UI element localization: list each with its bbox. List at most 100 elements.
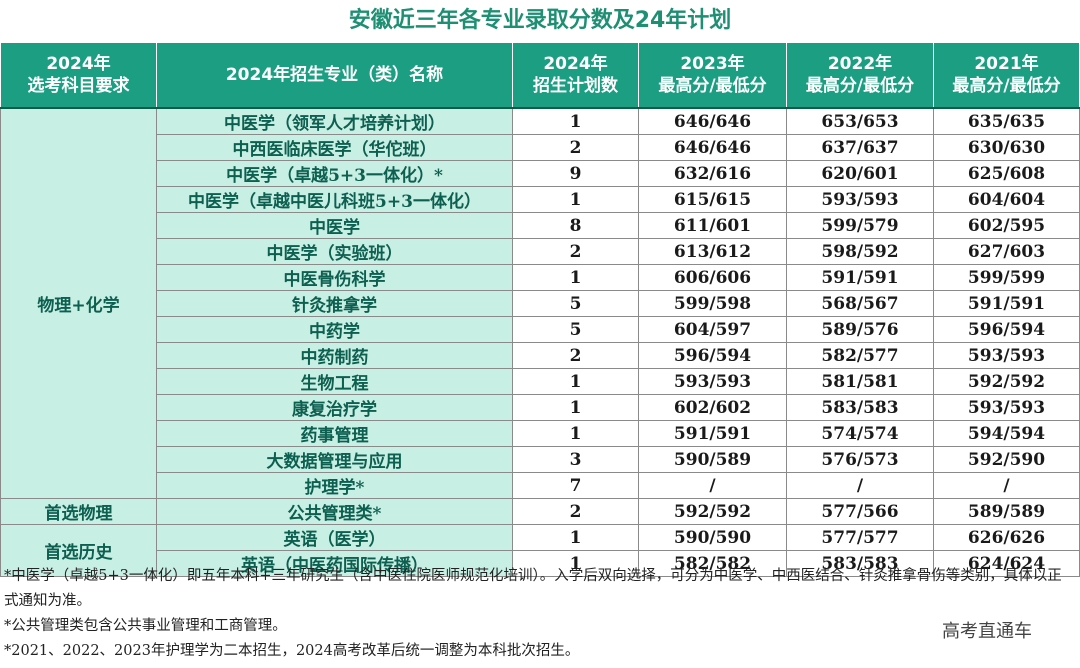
- score-2022-cell: 582/577: [786, 342, 934, 369]
- score-2021-cell: 627/603: [933, 238, 1080, 265]
- plan-count-cell: 1: [512, 107, 639, 135]
- major-cell: 英语（医学）: [156, 524, 513, 551]
- footnote: *公共管理类包含公共事业管理和工商管理。: [4, 618, 287, 634]
- major-cell: 中药制药: [156, 342, 513, 369]
- score-2023-cell: 632/616: [638, 160, 787, 187]
- plan-count-cell: 5: [512, 290, 639, 317]
- plan-count-cell: 2: [512, 498, 639, 525]
- subject-requirement-cell: 物理+化学: [0, 107, 157, 499]
- table-row: 针灸推拿学 5 599/598 568/567 591/591: [1, 290, 1080, 317]
- plan-count-cell: 1: [512, 264, 639, 291]
- score-2022-cell: 574/574: [786, 420, 934, 447]
- major-cell: 针灸推拿学: [156, 290, 513, 317]
- plan-count-cell: 2: [512, 238, 639, 265]
- plan-count-cell: 5: [512, 316, 639, 343]
- score-2021-cell: 635/635: [933, 107, 1080, 135]
- score-2021-cell: 592/590: [933, 446, 1080, 473]
- subject-requirement-cell: 首选历史: [0, 524, 157, 577]
- major-cell: 中药学: [156, 316, 513, 343]
- footnotes: *中医学（卓越5+3一体化）即五年本科+三年研究生（含中医住院医师规范化培训）。…: [4, 564, 1076, 664]
- score-2023-cell: 602/602: [638, 394, 787, 421]
- score-2023-cell: 590/589: [638, 446, 787, 473]
- table-header-row: 2024年 选考科目要求 2024年招生专业（类）名称 2024年 招生计划数 20…: [0, 42, 1080, 109]
- table-row: 中医学（卓越中医儿科班5+3一体化） 1 615/615 593/593 604/604: [1, 186, 1080, 213]
- score-2022-cell: /: [786, 472, 934, 499]
- score-2023-cell: 604/597: [638, 316, 787, 343]
- score-2023-cell: /: [638, 472, 787, 499]
- score-2021-cell: 624/624: [933, 550, 1080, 577]
- header-plan: 2024年 招生计划数: [512, 42, 639, 109]
- plan-count-cell: 7: [512, 472, 639, 499]
- table-row: 中药学 5 604/597 589/576 596/594: [1, 316, 1080, 343]
- score-2022-cell: 653/653: [786, 107, 934, 135]
- plan-count-cell: 1: [512, 368, 639, 395]
- plan-count-cell: 1: [512, 420, 639, 447]
- score-2022-cell: 577/577: [786, 524, 934, 551]
- header-major: 2024年招生专业（类）名称: [156, 42, 513, 109]
- page-title: 安徽近三年各专业录取分数及24年计划: [348, 8, 732, 33]
- major-cell: 中医学: [156, 212, 513, 239]
- plan-count-cell: 1: [512, 550, 639, 577]
- table-row: 首选物理 公共管理类* 2 592/592 577/566 589/589: [0, 498, 1080, 525]
- plan-count-cell: 1: [512, 394, 639, 421]
- score-2023-cell: 646/646: [638, 107, 787, 135]
- score-2022-cell: 568/567: [786, 290, 934, 317]
- score-2021-cell: 592/592: [933, 368, 1080, 395]
- footnote: *中医学（卓越5+3一体化）即五年本科+三年研究生（含中医住院医师规范化培训）。…: [4, 568, 1062, 609]
- score-2021-cell: 626/626: [933, 524, 1080, 551]
- score-2022-cell: 599/579: [786, 212, 934, 239]
- score-2023-cell: 591/591: [638, 420, 787, 447]
- score-2022-cell: 577/566: [786, 498, 934, 525]
- score-2023-cell: 615/615: [638, 186, 787, 213]
- major-cell: 中医学（卓越5+3一体化）*: [156, 160, 513, 187]
- score-2021-cell: 594/594: [933, 420, 1080, 447]
- table-row: 中医学（实验班） 2 613/612 598/592 627/603: [1, 238, 1080, 265]
- watermark: 高考直通车: [942, 621, 1032, 642]
- major-cell: 中医骨伤科学: [156, 264, 513, 291]
- score-2022-cell: 581/581: [786, 368, 934, 395]
- admission-table: 2024年 选考科目要求 2024年招生专业（类）名称 2024年 招生计划数 20…: [0, 42, 1080, 577]
- major-cell: 大数据管理与应用: [156, 446, 513, 473]
- score-2021-cell: 591/591: [933, 290, 1080, 317]
- table-row: 中药制药 2 596/594 582/577 593/593: [1, 342, 1080, 369]
- score-2023-cell: 599/598: [638, 290, 787, 317]
- major-cell: 中西医临床医学（华佗班）: [156, 134, 513, 161]
- score-2023-cell: 592/592: [638, 498, 787, 525]
- major-cell: 中医学（卓越中医儿科班5+3一体化）: [156, 186, 513, 213]
- table-row: 大数据管理与应用 3 590/589 576/573 592/590: [1, 446, 1080, 473]
- score-2023-cell: 582/582: [638, 550, 787, 577]
- table-row: 康复治疗学 1 602/602 583/583 593/593: [1, 394, 1080, 421]
- score-2021-cell: 593/593: [933, 394, 1080, 421]
- score-2021-cell: 625/608: [933, 160, 1080, 187]
- score-2023-cell: 590/590: [638, 524, 787, 551]
- plan-count-cell: 2: [512, 342, 639, 369]
- subject-requirement-cell: 首选物理: [0, 498, 157, 525]
- score-2021-cell: /: [933, 472, 1080, 499]
- major-cell: 康复治疗学: [156, 394, 513, 421]
- score-2021-cell: 599/599: [933, 264, 1080, 291]
- header-subject: 2024年 选考科目要求: [0, 42, 157, 109]
- header-2021: 2021年 最高分/最低分: [933, 42, 1080, 109]
- table-row: 中医学（卓越5+3一体化）* 9 632/616 620/601 625/608: [1, 160, 1080, 187]
- major-cell: 中医学（领军人才培养计划）: [156, 107, 513, 135]
- score-2023-cell: 646/646: [638, 134, 787, 161]
- table-row: 物理+化学 中医学（领军人才培养计划） 1 646/646 653/653 635/635: [0, 107, 1080, 499]
- header-2022: 2022年 最高分/最低分: [786, 42, 934, 109]
- table-row: 药事管理 1 591/591 574/574 594/594: [1, 420, 1080, 447]
- major-cell: 药事管理: [156, 420, 513, 447]
- score-2022-cell: 576/573: [786, 446, 934, 473]
- score-2023-cell: 613/612: [638, 238, 787, 265]
- major-cell: 公共管理类*: [156, 498, 513, 525]
- score-2022-cell: 593/593: [786, 186, 934, 213]
- table-row: 中医学 8 611/601 599/579 602/595: [1, 212, 1080, 239]
- score-2022-cell: 583/583: [786, 394, 934, 421]
- table-row: 中医骨伤科学 1 606/606 591/591 599/599: [1, 264, 1080, 291]
- table-row: 中西医临床医学（华佗班） 2 646/646 637/637 630/630: [1, 134, 1080, 161]
- plan-count-cell: 8: [512, 212, 639, 239]
- score-2023-cell: 606/606: [638, 264, 787, 291]
- table-body: 物理+化学 中医学（领军人才培养计划） 1 646/646 653/653 635/635…: [0, 107, 1080, 577]
- table-row: 首选历史 英语（医学） 1 590/590 577/577 626/626: [0, 524, 1080, 577]
- score-2021-cell: 630/630: [933, 134, 1080, 161]
- score-2021-cell: 596/594: [933, 316, 1080, 343]
- score-2022-cell: 583/583: [786, 550, 934, 577]
